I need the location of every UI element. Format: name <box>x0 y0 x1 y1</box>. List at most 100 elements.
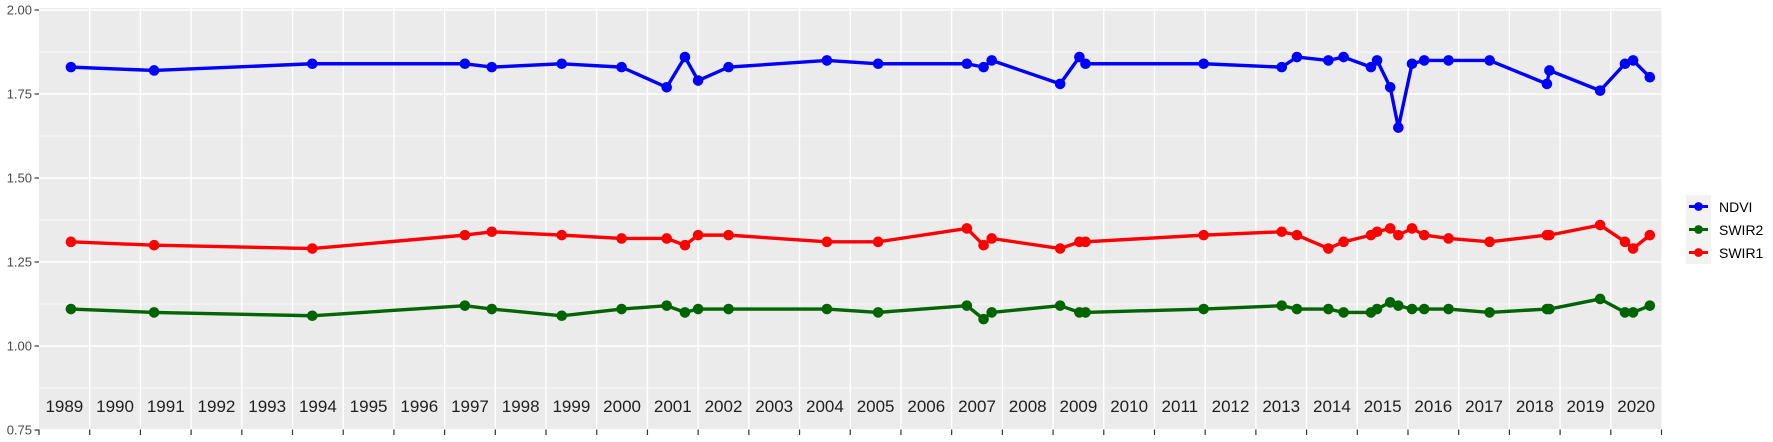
data-point-swir1 <box>1054 243 1066 254</box>
x-axis-year-label: 1999 <box>552 397 590 416</box>
x-axis-year-label: 2003 <box>755 397 793 416</box>
x-axis-year-label: 2017 <box>1465 397 1503 416</box>
series-line-ndvi <box>69 55 1652 130</box>
data-point-ndvi <box>1291 51 1303 63</box>
x-axis-year-label: 2015 <box>1364 397 1402 416</box>
data-point-swir2 <box>1443 303 1454 315</box>
data-point-swir2 <box>148 307 160 318</box>
y-axis-label: 1.50 <box>7 171 32 186</box>
data-point-swir2 <box>1406 303 1418 315</box>
line-point-symbol-icon <box>1689 248 1708 257</box>
data-point-swir1 <box>1080 236 1091 248</box>
legend-label-ndvi: NDVI <box>1719 198 1753 215</box>
data-point-swir1 <box>723 229 734 241</box>
data-point-ndvi <box>1074 51 1085 63</box>
data-point-swir1 <box>148 239 160 251</box>
x-axis-year-label: 2016 <box>1414 397 1452 416</box>
legend: NDVI SWIR2 SWIR1 <box>1686 195 1763 264</box>
data-point-ndvi <box>692 75 704 86</box>
series-swir1 <box>65 219 1656 254</box>
data-point-ndvi <box>1365 61 1377 73</box>
data-point-swir1 <box>616 233 627 244</box>
data-point-swir2 <box>486 303 498 315</box>
data-point-ndvi <box>1627 55 1639 66</box>
data-point-swir1 <box>1338 236 1349 248</box>
legend-label-swir2: SWIR2 <box>1719 221 1764 238</box>
y-axis-label: 2.00 <box>7 3 32 18</box>
x-axis-year-label: 2013 <box>1262 397 1300 416</box>
data-point-ndvi <box>1276 61 1288 73</box>
data-point-swir2 <box>1198 303 1209 315</box>
data-point-swir1 <box>1443 233 1454 244</box>
x-axis-year-label: 2005 <box>857 397 895 416</box>
x-axis-year-label: 2002 <box>705 397 743 416</box>
data-point-ndvi <box>486 61 498 73</box>
data-point-swir2 <box>1338 307 1349 318</box>
data-point-swir1 <box>1371 226 1383 238</box>
x-axis-year-label: 2011 <box>1162 397 1199 416</box>
data-point-swir1 <box>1276 226 1288 238</box>
data-point-swir2 <box>723 303 734 315</box>
x-axis-year-label: 2000 <box>603 397 641 416</box>
data-point-swir1 <box>306 243 318 254</box>
data-point-swir2 <box>821 303 833 315</box>
x-axis-year-label: 2012 <box>1212 397 1250 416</box>
x-axis-year-label: 2004 <box>806 397 844 416</box>
data-point-ndvi <box>1393 122 1404 133</box>
data-point-ndvi <box>1619 58 1631 70</box>
data-point-swir1 <box>679 239 691 251</box>
data-point-swir1 <box>1619 236 1631 248</box>
data-point-swir2 <box>661 300 673 311</box>
data-point-swir1 <box>1384 223 1396 234</box>
data-point-ndvi <box>986 55 998 66</box>
y-axis-label: 0.75 <box>7 423 32 438</box>
data-point-swir2 <box>692 303 704 315</box>
data-point-swir2 <box>65 303 77 315</box>
data-point-ndvi <box>148 65 160 76</box>
legend-item-ndvi: NDVI <box>1686 195 1763 218</box>
data-point-swir1 <box>556 229 568 241</box>
series-line-swir2 <box>69 297 1652 321</box>
x-axis-year-label: 2014 <box>1313 397 1351 416</box>
data-point-swir1 <box>1291 229 1303 241</box>
data-point-swir2 <box>1627 307 1639 318</box>
legend-item-swir2: SWIR2 <box>1686 218 1763 241</box>
data-point-swir2 <box>1323 303 1334 315</box>
x-axis-year-label: 1990 <box>96 397 134 416</box>
x-axis-year-label: 2019 <box>1567 397 1605 416</box>
y-axis-label: 1.25 <box>7 255 32 270</box>
data-point-swir2 <box>556 310 568 322</box>
legend-key-ndvi <box>1686 195 1711 218</box>
data-point-ndvi <box>723 61 734 73</box>
data-point-ndvi <box>306 58 318 70</box>
data-point-ndvi <box>961 58 973 70</box>
data-point-ndvi <box>679 51 691 63</box>
x-axis-year-label: 1996 <box>400 397 438 416</box>
data-point-swir2 <box>872 307 884 318</box>
data-point-ndvi <box>661 81 673 93</box>
data-point-ndvi <box>1541 78 1553 90</box>
data-point-swir1 <box>1544 229 1555 241</box>
data-point-swir1 <box>978 239 989 251</box>
data-point-ndvi <box>1484 55 1495 66</box>
x-axis-year-label: 2010 <box>1110 397 1148 416</box>
data-point-swir1 <box>65 236 77 248</box>
x-axis-year-label: 2009 <box>1060 397 1098 416</box>
data-point-swir1 <box>1484 236 1495 248</box>
data-point-ndvi <box>1323 55 1334 66</box>
data-point-ndvi <box>1198 58 1209 70</box>
data-point-swir2 <box>1371 303 1383 315</box>
data-point-swir2 <box>1384 297 1396 308</box>
data-point-swir2 <box>679 307 691 318</box>
panel-content: 1989 1990 1991 1992 1993 1994 1995 1996 1997 1998… <box>39 8 1662 429</box>
data-point-ndvi <box>978 61 989 73</box>
x-axis-year-label: 2020 <box>1617 397 1655 416</box>
data-point-swir2 <box>978 313 989 325</box>
data-point-swir1 <box>661 233 673 244</box>
data-point-ndvi <box>1338 51 1349 63</box>
legend-item-swir1: SWIR1 <box>1686 241 1763 264</box>
x-axis-year-label: 2018 <box>1516 397 1554 416</box>
data-point-swir2 <box>1594 293 1606 305</box>
data-point-ndvi <box>616 61 627 73</box>
